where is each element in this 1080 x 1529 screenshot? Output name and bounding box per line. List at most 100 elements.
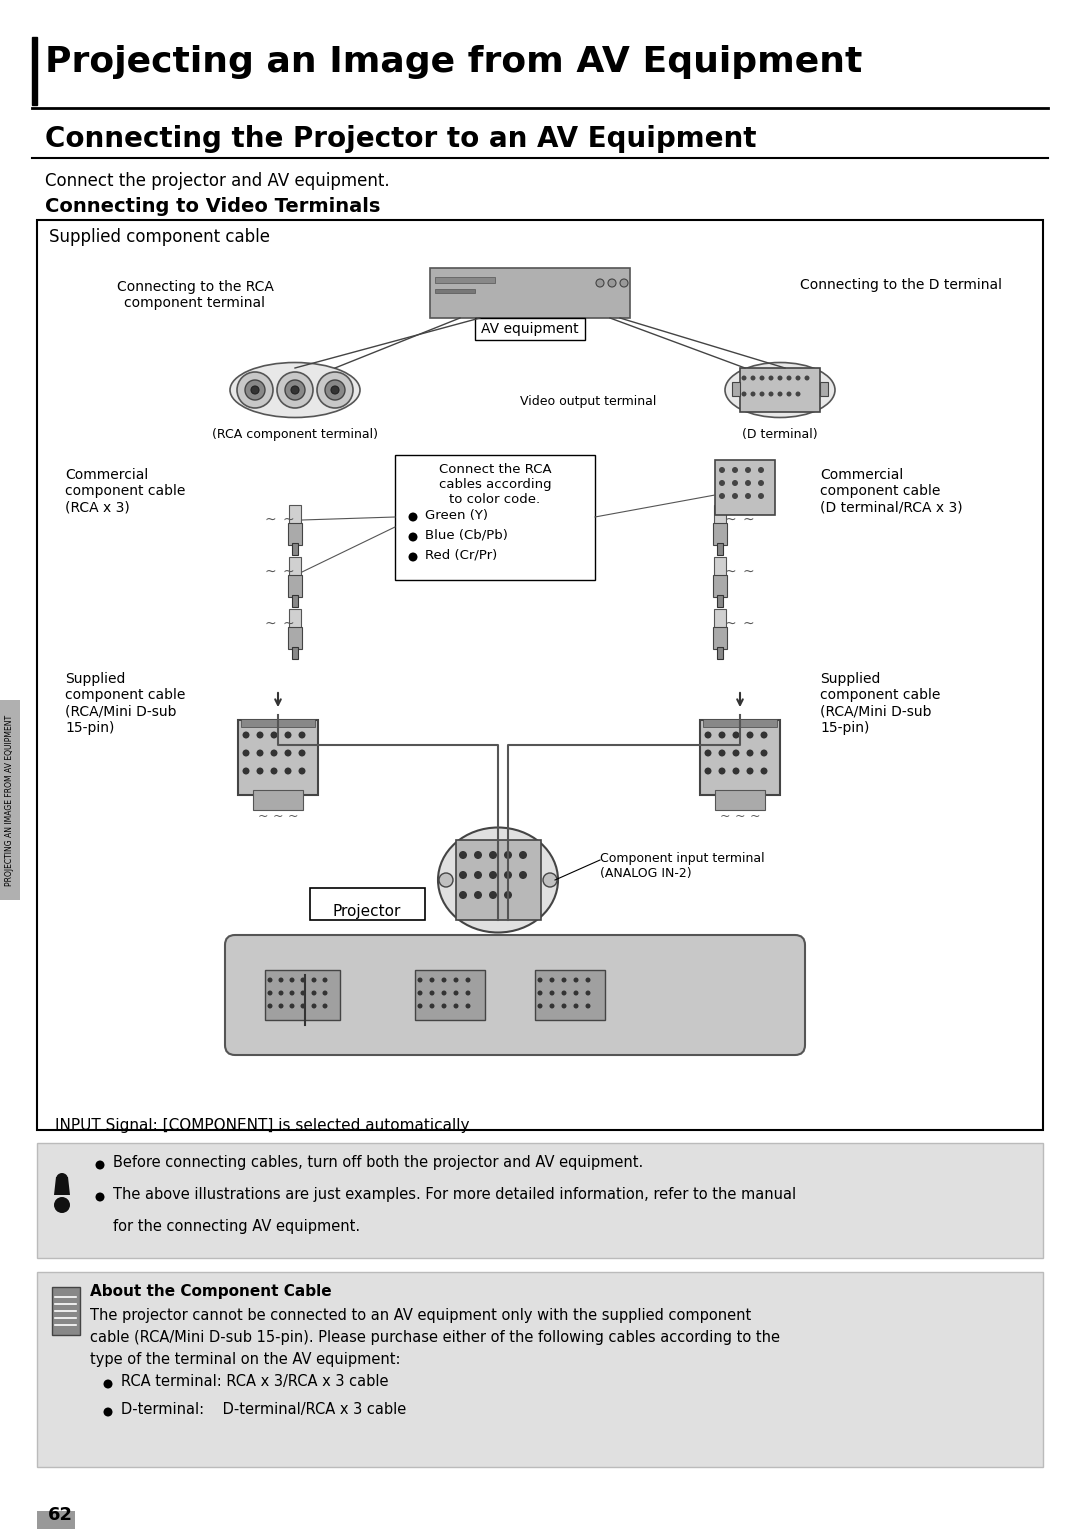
Circle shape [585,991,591,995]
Circle shape [550,991,554,995]
Bar [714,557,726,587]
Circle shape [323,1003,327,1009]
Circle shape [778,376,783,381]
Text: AV equipment: AV equipment [482,323,579,336]
Circle shape [311,1003,316,1009]
Circle shape [504,891,512,899]
Text: ~: ~ [282,514,294,528]
Ellipse shape [438,827,558,933]
Circle shape [311,991,316,995]
Circle shape [330,385,339,394]
Bar [289,557,301,587]
Text: ~: ~ [265,514,275,528]
Circle shape [519,852,527,859]
Circle shape [291,385,299,394]
Bar [241,719,315,726]
Bar [32,37,37,106]
Text: The above illustrations are just examples. For more detailed information, refer : The above illustrations are just example… [113,1187,796,1202]
Bar [430,268,630,318]
Bar [56,1177,68,1196]
Circle shape [289,991,295,995]
Circle shape [573,991,579,995]
Circle shape [257,749,264,757]
Circle shape [751,376,756,381]
Text: (RCA component terminal): (RCA component terminal) [212,428,378,440]
Circle shape [418,1003,422,1009]
Circle shape [489,852,497,859]
Text: (D terminal): (D terminal) [742,428,818,440]
Bar [289,505,301,535]
Bar [292,647,298,659]
Circle shape [769,391,773,396]
Circle shape [474,852,482,859]
Circle shape [538,977,542,983]
Circle shape [796,391,800,396]
Circle shape [796,376,800,381]
Bar [395,456,595,579]
Circle shape [104,1408,112,1416]
Bar [703,719,777,726]
Circle shape [245,381,265,401]
Circle shape [318,372,353,408]
Text: ~: ~ [725,514,735,528]
Ellipse shape [230,362,360,417]
Circle shape [95,1193,105,1202]
Text: Blue (Cb/Pb): Blue (Cb/Pb) [426,529,508,541]
Text: Component input terminal
(ANALOG IN-2): Component input terminal (ANALOG IN-2) [600,852,765,881]
Bar [37,1272,1043,1466]
Circle shape [489,891,497,899]
Circle shape [284,768,292,775]
Bar [732,382,740,396]
Circle shape [596,278,604,287]
Circle shape [489,872,497,879]
Bar [535,969,605,1020]
Bar [715,790,765,810]
Bar [292,595,298,607]
Bar [37,1511,75,1529]
Circle shape [270,731,278,739]
Bar [717,595,723,607]
Circle shape [704,749,712,757]
Text: type of the terminal on the AV equipment:: type of the terminal on the AV equipment… [90,1352,401,1367]
Text: PROJECTING AN IMAGE FROM AV EQUIPMENT: PROJECTING AN IMAGE FROM AV EQUIPMENT [5,714,14,885]
Circle shape [408,512,418,521]
Circle shape [758,480,764,486]
Circle shape [289,977,295,983]
Circle shape [620,278,627,287]
Text: ~: ~ [265,618,275,631]
Circle shape [719,480,725,486]
Circle shape [732,480,738,486]
Circle shape [284,749,292,757]
Text: cable (RCA/Mini D-sub 15-pin). Please purchase either of the following cables ac: cable (RCA/Mini D-sub 15-pin). Please pu… [90,1330,780,1346]
Bar [475,318,585,339]
Circle shape [732,492,738,498]
Circle shape [746,731,754,739]
Circle shape [732,731,740,739]
Circle shape [438,873,453,887]
Circle shape [758,492,764,498]
Circle shape [704,768,712,775]
Circle shape [608,278,616,287]
FancyBboxPatch shape [225,936,805,1055]
Bar [714,609,726,639]
Circle shape [289,1003,295,1009]
Text: Red (Cr/Pr): Red (Cr/Pr) [426,549,497,563]
Circle shape [718,768,726,775]
Circle shape [311,977,316,983]
Text: Commercial
component cable
(RCA x 3): Commercial component cable (RCA x 3) [65,468,186,514]
Circle shape [474,891,482,899]
Bar [713,575,727,596]
Bar [238,720,318,795]
Bar [289,609,301,639]
Text: 62: 62 [48,1506,73,1524]
Circle shape [430,977,434,983]
Circle shape [718,749,726,757]
Text: Projector: Projector [333,904,401,919]
Circle shape [257,731,264,739]
Circle shape [418,991,422,995]
Circle shape [562,1003,567,1009]
Circle shape [543,873,557,887]
Circle shape [745,480,751,486]
Circle shape [759,391,765,396]
Circle shape [474,872,482,879]
